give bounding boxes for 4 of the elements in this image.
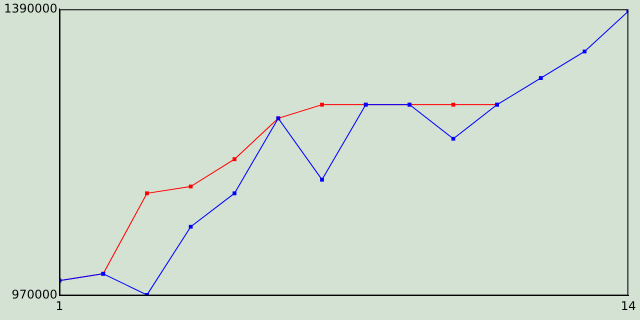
x-tick-label: 14: [620, 298, 636, 313]
x-tick-label: 1: [56, 298, 64, 313]
y-tick-label: 1390000: [4, 1, 58, 16]
y-tick-label: 970000: [12, 288, 58, 302]
